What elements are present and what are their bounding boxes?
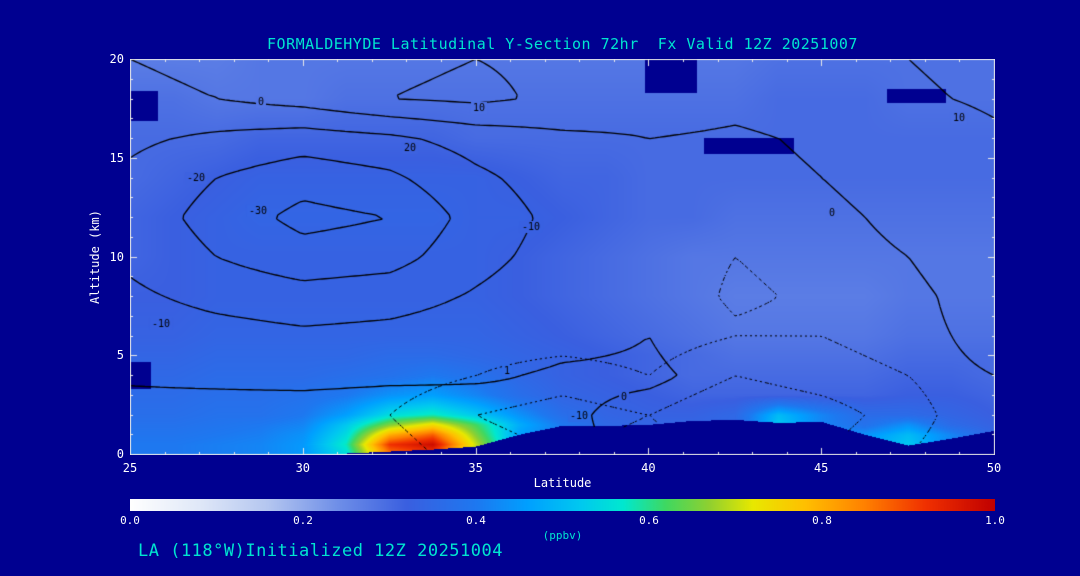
- x-axis-label: Latitude: [533, 476, 592, 490]
- colorbar-tick-label: 0.8: [812, 514, 832, 527]
- x-tick-label: 45: [813, 461, 829, 475]
- yz-section-plot-canvas: [130, 59, 995, 455]
- colorbar-tick-label: 1.0: [985, 514, 1005, 527]
- colorbar-tick-label: 0.0: [120, 514, 140, 527]
- colorbar-tick-label: 0.4: [466, 514, 486, 527]
- y-tick-label: 20: [109, 52, 124, 66]
- y-tick-label: 15: [109, 150, 124, 165]
- colorbar-tick-label: 0.2: [293, 514, 313, 527]
- init-caption: LA (118°W)Initialized 12Z 20251004: [138, 541, 503, 561]
- colorbar-gradient: [130, 499, 995, 511]
- x-tick-label: 25: [122, 461, 138, 475]
- x-tick-label: 30: [295, 461, 311, 475]
- x-tick-label: 35: [468, 461, 483, 475]
- y-tick-label: 10: [109, 249, 124, 264]
- y-tick-label: 5: [116, 348, 124, 363]
- x-tick-label: 50: [986, 461, 1002, 475]
- colorbar-unit-label: (ppbv): [542, 529, 583, 542]
- x-tick-label: 40: [641, 461, 656, 475]
- chart-title: FORMALDEHYDE Latitudinal Y-Section 72hr …: [267, 35, 858, 53]
- colorbar-tick-label: 0.6: [639, 514, 659, 527]
- y-tick-label: 0: [116, 447, 124, 461]
